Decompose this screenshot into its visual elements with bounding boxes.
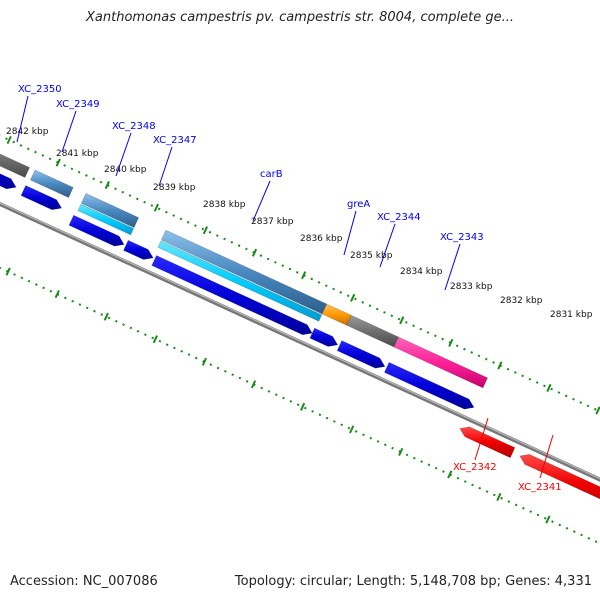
gene-arrow-xc2347: [123, 239, 154, 260]
major-tick: [250, 380, 257, 389]
major-tick: [398, 447, 404, 456]
scale-label: 2833 kbp: [450, 282, 493, 292]
scale-label: 2839 kbp: [153, 183, 196, 193]
major-tick: [546, 383, 552, 392]
outer-tick-row: [0, 134, 600, 413]
gene-arrow-xc2348: [68, 214, 125, 247]
gene-label: carB: [260, 169, 283, 180]
major-tick: [201, 357, 208, 366]
major-tick: [152, 335, 158, 344]
gene-arrow-xc2342: [459, 426, 516, 459]
feature-xc2344: [346, 314, 399, 348]
genome-summary-label: Topology: circular; Length: 5,148,708 bp…: [234, 574, 592, 589]
gene-label: XC_2349: [56, 99, 100, 110]
major-tick: [251, 248, 258, 257]
major-tick: [153, 203, 159, 212]
gene-leader-line: [158, 146, 173, 187]
feature-xc2349: [30, 169, 74, 198]
cds-carb: [157, 240, 323, 322]
gene-label: XC_2342: [453, 462, 497, 473]
scale-label: 2842 kbp: [6, 127, 49, 137]
feature-xc2348: [80, 193, 139, 229]
gene-label: XC_2348: [112, 121, 156, 132]
scale-label: 2836 kbp: [300, 234, 343, 244]
gene-arrow-xc2350: [0, 173, 17, 190]
gene-leader-line: [61, 110, 77, 153]
gene-label: XC_2343: [440, 232, 484, 243]
gene-leader-line: [16, 95, 29, 143]
major-tick: [447, 470, 453, 479]
gene-leader-line: [379, 223, 396, 268]
scale-label: 2838 kbp: [203, 200, 246, 210]
gene-leader-line: [539, 434, 554, 479]
gene-arrow-xc2341: [519, 454, 600, 500]
scale-label: 2831 kbp: [550, 310, 593, 320]
gene-arrow-grea: [309, 327, 339, 347]
major-tick: [496, 492, 502, 502]
gene-arrow-xc2349: [20, 185, 63, 211]
major-tick: [545, 515, 551, 524]
major-tick: [497, 361, 503, 370]
gene-label: XC_2344: [377, 212, 421, 223]
feature-xc2343: [393, 336, 488, 389]
gene-label: XC_2341: [518, 482, 562, 493]
backbone-line: [0, 201, 600, 482]
scale-label: 2837 kbp: [251, 217, 294, 227]
major-tick: [350, 293, 356, 302]
scale-label: 2835 kbp: [350, 251, 393, 261]
cds-xc2348: [77, 203, 134, 236]
major-tick: [399, 316, 405, 325]
feature-xc2350: [0, 153, 30, 178]
backbone-highlight: [0, 202, 600, 480]
feature-grea: [321, 303, 352, 326]
scale-label: 2840 kbp: [104, 165, 147, 175]
gene-label: greA: [347, 199, 370, 210]
gene-label: XC_2347: [153, 135, 197, 146]
major-tick: [5, 267, 11, 276]
major-tick: [301, 271, 307, 280]
gene-arrow-xc2344: [336, 340, 386, 369]
gene-leader-line: [343, 210, 357, 256]
map-title: Xanthomonas campestris pv. campestris st…: [86, 10, 514, 25]
major-tick: [300, 402, 306, 411]
gene-label: XC_2350: [18, 84, 62, 95]
major-tick: [595, 406, 600, 415]
gene-leader-line: [444, 243, 461, 291]
gene-leader-line: [115, 132, 132, 177]
accession-label: Accession: NC_007086: [10, 574, 158, 589]
gene-arrow-carb: [151, 255, 313, 336]
gene-arrow-xc2343: [384, 361, 475, 410]
major-tick: [54, 290, 60, 299]
gene-leader-line: [252, 180, 271, 222]
major-tick: [202, 226, 209, 235]
scale-label: 2841 kbp: [56, 149, 99, 159]
major-tick: [104, 181, 110, 190]
inner-tick-row: [0, 266, 600, 545]
major-tick: [6, 135, 12, 145]
scale-label: 2832 kbp: [500, 296, 543, 306]
major-tick: [349, 425, 355, 434]
major-tick: [448, 338, 454, 347]
scale-label: 2834 kbp: [400, 267, 443, 277]
gene-leader-line: [474, 417, 489, 461]
major-tick: [103, 312, 109, 321]
major-tick: [55, 158, 61, 167]
